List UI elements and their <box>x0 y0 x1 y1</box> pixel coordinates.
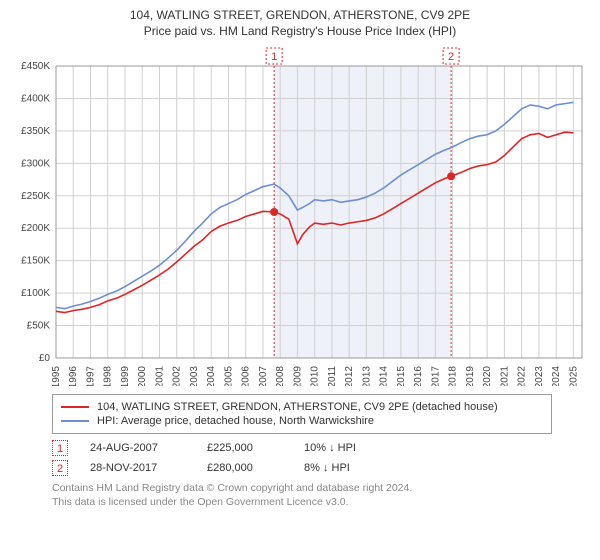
svg-text:2006: 2006 <box>241 366 252 386</box>
svg-text:£150K: £150K <box>21 256 50 267</box>
svg-text:2002: 2002 <box>172 366 183 386</box>
svg-text:£400K: £400K <box>21 93 50 104</box>
svg-text:£100K: £100K <box>21 288 50 299</box>
svg-text:1998: 1998 <box>103 366 114 386</box>
legend-item: 104, WATLING STREET, GRENDON, ATHERSTONE… <box>61 401 543 413</box>
svg-text:£250K: £250K <box>21 191 50 202</box>
svg-text:2000: 2000 <box>137 366 148 386</box>
legend-label: 104, WATLING STREET, GRENDON, ATHERSTONE… <box>97 401 498 413</box>
svg-text:2023: 2023 <box>534 366 545 386</box>
svg-text:2021: 2021 <box>499 366 510 386</box>
svg-text:£200K: £200K <box>21 223 50 234</box>
svg-text:2005: 2005 <box>223 366 234 386</box>
legend-label: HPI: Average price, detached house, Nort… <box>97 415 374 427</box>
chart-title: 104, WATLING STREET, GRENDON, ATHERSTONE… <box>12 8 588 22</box>
svg-text:2012: 2012 <box>344 366 355 386</box>
sale-date: 28-NOV-2017 <box>90 462 185 474</box>
chart-svg: £0 £50K £100K £150K £200K £250K £300K £350K £400… <box>12 46 588 386</box>
legend-item: HPI: Average price, detached house, Nort… <box>61 415 543 427</box>
svg-text:2020: 2020 <box>482 366 493 386</box>
sale-date: 24-AUG-2007 <box>90 442 185 454</box>
svg-text:1996: 1996 <box>68 366 79 386</box>
svg-text:2004: 2004 <box>206 366 217 386</box>
sale-marker-icon: 1 <box>52 440 68 456</box>
svg-text:2011: 2011 <box>327 366 338 386</box>
legend-swatch-1 <box>61 406 89 408</box>
svg-text:1999: 1999 <box>120 366 131 386</box>
chart-subtitle: Price paid vs. HM Land Registry's House … <box>12 24 588 38</box>
svg-text:2010: 2010 <box>310 366 321 386</box>
svg-text:2024: 2024 <box>551 366 562 386</box>
svg-text:2022: 2022 <box>517 366 528 386</box>
svg-text:1: 1 <box>271 51 277 63</box>
sale-price: £280,000 <box>207 462 282 474</box>
svg-text:2014: 2014 <box>379 366 390 386</box>
svg-text:2: 2 <box>448 51 454 63</box>
svg-text:2019: 2019 <box>465 366 476 386</box>
svg-text:2016: 2016 <box>413 366 424 386</box>
svg-text:2008: 2008 <box>275 366 286 386</box>
sale-marker-icon: 2 <box>52 460 68 476</box>
disclaimer-line: Contains HM Land Registry data © Crown c… <box>52 482 588 496</box>
svg-text:2013: 2013 <box>361 366 372 386</box>
svg-text:£300K: £300K <box>21 158 50 169</box>
svg-text:1995: 1995 <box>51 366 62 386</box>
disclaimer-line: This data is licensed under the Open Gov… <box>52 496 588 510</box>
svg-text:2025: 2025 <box>568 366 579 386</box>
sale-row: 1 24-AUG-2007 £225,000 10% ↓ HPI <box>52 440 588 456</box>
chart-legend: 104, WATLING STREET, GRENDON, ATHERSTONE… <box>52 394 552 434</box>
sale-delta: 10% ↓ HPI <box>304 442 356 454</box>
svg-text:2003: 2003 <box>189 366 200 386</box>
svg-text:1997: 1997 <box>85 366 96 386</box>
svg-text:£0: £0 <box>39 353 51 364</box>
svg-text:£350K: £350K <box>21 126 50 137</box>
svg-text:2017: 2017 <box>430 366 441 386</box>
svg-text:2007: 2007 <box>258 366 269 386</box>
sale-row: 2 28-NOV-2017 £280,000 8% ↓ HPI <box>52 460 588 476</box>
svg-text:£450K: £450K <box>21 61 50 72</box>
legend-swatch-2 <box>61 420 89 422</box>
sale-delta: 8% ↓ HPI <box>304 462 350 474</box>
svg-text:2018: 2018 <box>448 366 459 386</box>
svg-text:2001: 2001 <box>154 366 165 386</box>
disclaimer: Contains HM Land Registry data © Crown c… <box>52 482 588 509</box>
svg-text:£50K: £50K <box>27 321 51 332</box>
svg-text:2009: 2009 <box>292 366 303 386</box>
sale-price: £225,000 <box>207 442 282 454</box>
svg-text:2015: 2015 <box>396 366 407 386</box>
chart-plot: £0 £50K £100K £150K £200K £250K £300K £350K £400… <box>12 46 588 386</box>
